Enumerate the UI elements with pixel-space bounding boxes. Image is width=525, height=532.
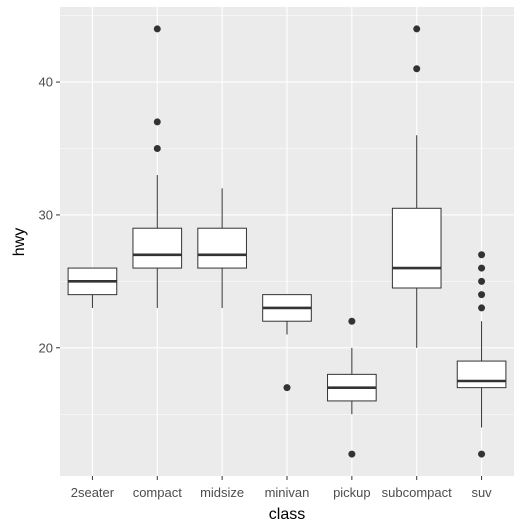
outlier-point [478,291,486,299]
y-axis-title: hwy [11,228,28,256]
outlier-point [478,277,486,285]
box-iqr [391,207,442,289]
x-tick-label: minivan [265,485,310,500]
box-iqr [132,227,183,269]
outlier-point [478,264,486,272]
outlier-point [283,384,291,392]
outlier-point [478,304,486,312]
outlier-point [413,65,421,73]
y-tick-label: 40 [39,75,53,90]
x-tick-label: compact [133,485,183,500]
x-tick-label: pickup [333,485,371,500]
x-tick-label: subcompact [382,485,452,500]
y-axis: 20 30 40 [39,75,60,355]
outlier-point [478,251,486,259]
outlier-point [153,144,161,152]
box-subcompact [391,25,442,348]
outlier-point [348,317,356,325]
box-pickup [327,317,377,458]
x-tick-label: midsize [200,485,244,500]
box-2seater [67,267,118,308]
x-tick-label: 2seater [71,485,115,500]
boxplot-marks [67,25,507,458]
outlier-point [153,25,161,33]
x-axis: 2seater compact midsize minivan pickup subcom… [71,476,492,500]
x-tick-label: suv [471,485,492,500]
x-axis-title: class [269,506,305,523]
box-minivan [262,294,312,392]
box-iqr [456,360,507,389]
outlier-point [153,118,161,126]
box-midsize [197,188,247,308]
box-iqr [197,227,247,269]
box-compact [132,25,183,308]
outlier-point [348,450,356,458]
outlier-point [413,25,421,33]
y-tick-label: 20 [39,340,53,355]
box-suv [456,251,507,458]
outlier-point [478,450,486,458]
y-tick-label: 30 [39,207,53,222]
